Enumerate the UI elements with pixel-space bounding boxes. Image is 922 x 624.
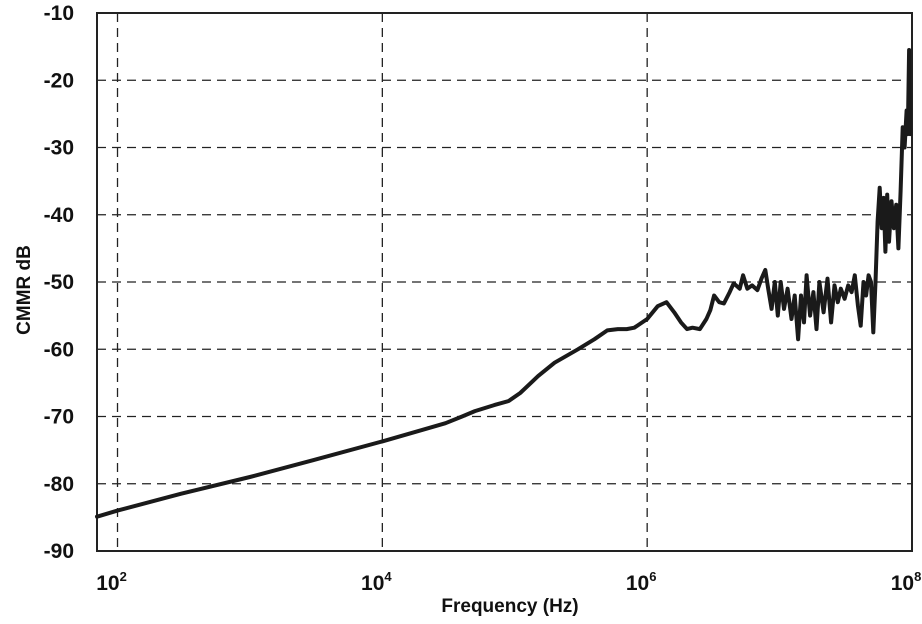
y-tick-labels: -10 -20 -30 -40 -50 -60 -70 -80 -90 [44,2,74,563]
y-tick-label: -10 [44,2,74,25]
x-tick-label: 106 [626,569,657,595]
x-tick-label: 108 [891,569,922,595]
x-tick-label: 102 [96,569,127,595]
y-tick-label: -40 [44,204,74,227]
y-tick-label: -70 [44,406,74,429]
y-tick-label: -50 [44,271,74,294]
x-tick-labels: 102 104 106 108 [96,569,921,595]
series-line [95,48,913,519]
y-tick-label: -20 [44,69,74,92]
x-axis-label: Frequency (Hz) [441,596,578,617]
y-tick-label: -60 [44,338,74,361]
y-tick-label: -30 [44,137,74,160]
series-layer [95,48,913,519]
grid-lines [97,13,912,551]
y-tick-label: -90 [44,540,74,563]
x-tick-label: 104 [361,569,392,595]
y-tick-label: -80 [44,473,74,496]
y-axis-label: CMMR dB [14,245,35,335]
